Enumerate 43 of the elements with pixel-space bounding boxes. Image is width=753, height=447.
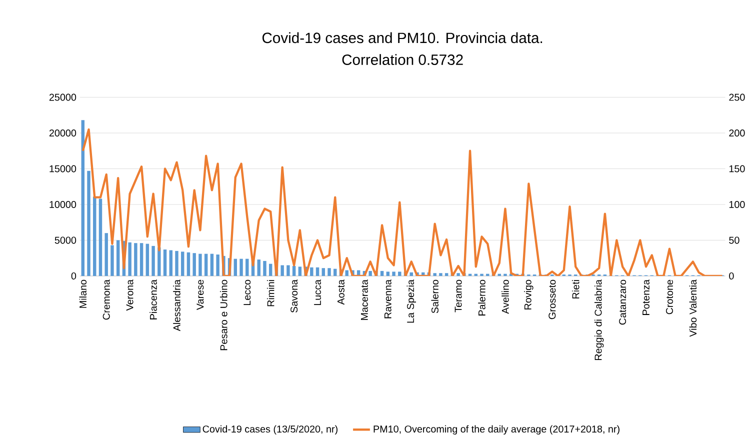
y2-tick-label: 100 <box>729 201 745 208</box>
x-tick-label: Vibo Valentia <box>689 280 697 337</box>
x-tick-label: Ravenna <box>384 280 392 318</box>
x-tick-label: Rieti <box>572 280 580 299</box>
x-tick-label: Salerno <box>431 280 438 314</box>
y-tick-label: 25000 <box>49 94 76 101</box>
x-tick-label: Rovigo <box>524 280 534 310</box>
x-tick-label: Crotone <box>666 280 673 314</box>
y-tick-label: 15000 <box>50 165 76 172</box>
x-tick-label: Aosta <box>338 280 344 305</box>
y2-tick-label: 0 <box>729 272 734 280</box>
x-tick-label: Pesaro e Urbino <box>220 280 228 350</box>
y2-tick-label: 50 <box>729 236 740 244</box>
y-tick-label: 0 <box>71 272 76 280</box>
x-tick-label: Piacenza <box>150 280 157 320</box>
x-tick-label: Varese <box>196 280 204 310</box>
x-tick-label: Potenza <box>642 280 650 316</box>
x-tick-label: Teramo <box>454 280 462 312</box>
y-tick-label: 10000 <box>50 201 76 208</box>
y2-tick-label: 200 <box>729 130 745 137</box>
y2-tick-label: 150 <box>729 165 745 172</box>
x-tick-label: Milano <box>79 280 87 308</box>
y-tick-label: 5000 <box>54 236 76 244</box>
x-tick-label: Verona <box>126 280 134 311</box>
x-tick-label: Catanzaro <box>619 280 626 325</box>
legend-label: PM10, Overcoming of the daily average (2017+2018, nr) <box>374 425 620 435</box>
x-tick-label: Lucca <box>314 280 321 306</box>
x-tick-label: Grosseto <box>548 280 556 320</box>
x-tick-label: Palermo <box>478 280 486 316</box>
x-tick-label: Rimini <box>267 280 274 306</box>
x-tick-label: Macerata <box>360 280 368 320</box>
x-tick-label: Reggio di Calabria <box>594 280 604 360</box>
x-tick-label: Alessandria <box>173 280 180 332</box>
x-tick-label: Lecco <box>244 280 251 306</box>
y2-tick-label: 250 <box>729 94 745 101</box>
chart-title: Covid-19 cases and PM10. Provincia data. <box>262 32 542 44</box>
x-tick-label: Cremona <box>102 280 110 320</box>
x-tick-label: Savona <box>290 280 298 313</box>
legend-label: Covid-19 cases (13/5/2020, nr) <box>202 425 338 435</box>
y-tick-label: 20000 <box>49 130 76 137</box>
x-tick-label: Avellino <box>502 280 509 314</box>
chart-subtitle: Correlation 0.5732 <box>342 54 463 66</box>
x-tick-label: La Spezia <box>406 280 416 323</box>
